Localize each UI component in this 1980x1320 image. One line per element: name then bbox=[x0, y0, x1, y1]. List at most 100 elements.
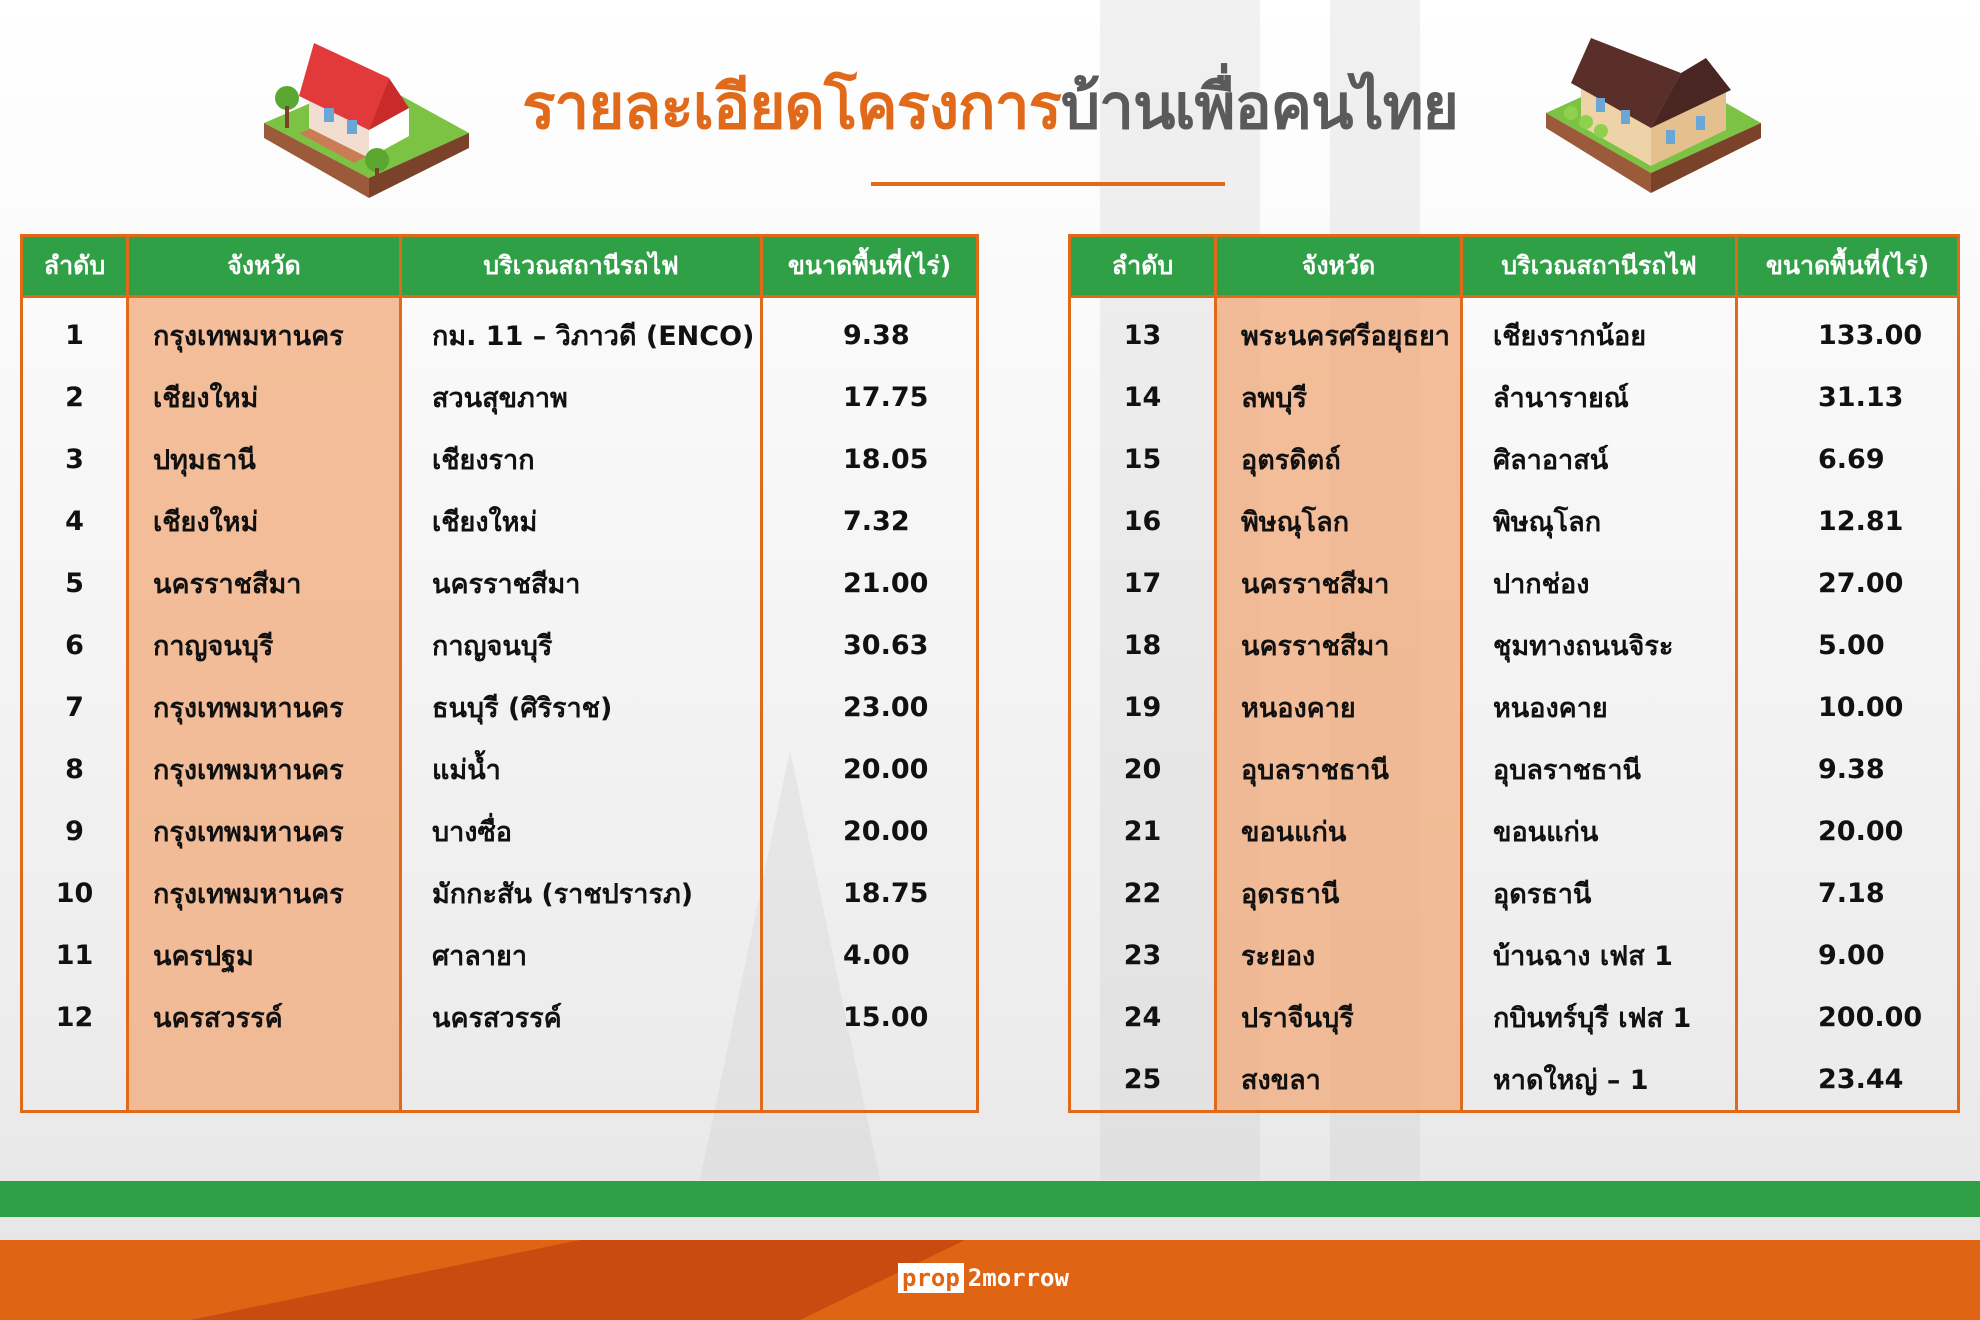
table-row: 15 อุตรดิตถ์ ศิลาอาสน์ 6.69 bbox=[1070, 428, 1959, 490]
area-cell: 9.38 bbox=[1735, 738, 1959, 800]
station-cell: มักกะสัน (ราชปรารภ) bbox=[399, 862, 762, 924]
left-project-table: ลำดับ จังหวัด บริเวณสถานีรถไฟ ขนาดพื้นที… bbox=[20, 234, 979, 1113]
station-cell: อุบลราชธานี bbox=[1460, 738, 1737, 800]
table-row: 9 กรุงเทพมหานคร บางซื่อ 20.00 bbox=[22, 800, 978, 862]
page-title: รายละเอียดโครงการบ้านเพื่อคนไทย bbox=[0, 58, 1980, 156]
order-cell: 8 bbox=[65, 753, 84, 785]
table-row: 12 นครสวรรค์ นครสวรรค์ 15.00 bbox=[22, 986, 978, 1048]
order-cell: 25 bbox=[1123, 1063, 1162, 1095]
table-row: 14 ลพบุรี ลำนารายณ์ 31.13 bbox=[1070, 366, 1959, 428]
area-cell: 5.00 bbox=[1735, 614, 1959, 676]
province-cell: นครราชสีมา bbox=[1214, 552, 1462, 614]
order-cell: 2 bbox=[65, 381, 84, 413]
province-cell: ลพบุรี bbox=[1214, 366, 1462, 428]
station-cell: ชุมทางถนนจิระ bbox=[1460, 614, 1737, 676]
station-cell: ศิลาอาสน์ bbox=[1460, 428, 1737, 490]
order-cell: 13 bbox=[1123, 319, 1162, 351]
table-row: 20 อุบลราชธานี อุบลราชธานี 9.38 bbox=[1070, 738, 1959, 800]
empty-cell bbox=[126, 1048, 401, 1112]
station-cell: บ้านฉาง เฟส 1 bbox=[1460, 924, 1737, 986]
province-cell: ปราจีนบุรี bbox=[1214, 986, 1462, 1048]
province-cell: พระนครศรีอยุธยา bbox=[1214, 296, 1462, 366]
table-row: 10 กรุงเทพมหานคร มักกะสัน (ราชปรารภ) 18.75 bbox=[22, 862, 978, 924]
area-cell: 31.13 bbox=[1735, 366, 1959, 428]
station-cell: ขอนแก่น bbox=[1460, 800, 1737, 862]
province-cell: นครปฐม bbox=[126, 924, 401, 986]
order-cell: 7 bbox=[65, 691, 84, 723]
logo-rest-text: 2morrow bbox=[967, 1264, 1069, 1292]
header-order: ลำดับ bbox=[1069, 235, 1216, 298]
order-cell: 5 bbox=[65, 567, 84, 599]
order-cell: 10 bbox=[55, 877, 94, 909]
province-cell: อุดรธานี bbox=[1214, 862, 1462, 924]
table-row: 21 ขอนแก่น ขอนแก่น 20.00 bbox=[1070, 800, 1959, 862]
province-cell: กรุงเทพมหานคร bbox=[126, 296, 401, 366]
table-row: 11 นครปฐม ศาลายา 4.00 bbox=[22, 924, 978, 986]
province-cell: เชียงใหม่ bbox=[126, 490, 401, 552]
empty-cell bbox=[22, 1048, 128, 1112]
order-cell: 22 bbox=[1123, 877, 1162, 909]
order-cell: 15 bbox=[1123, 443, 1162, 475]
order-cell: 19 bbox=[1123, 691, 1162, 723]
title-part-orange: รายละเอียดโครงการ bbox=[522, 70, 1062, 143]
province-cell: นครราชสีมา bbox=[1214, 614, 1462, 676]
order-cell: 18 bbox=[1123, 629, 1162, 661]
header-area: ขนาดพื้นที่(ไร่) bbox=[760, 235, 978, 298]
order-cell: 6 bbox=[65, 629, 84, 661]
header-area: ขนาดพื้นที่(ไร่) bbox=[1735, 235, 1959, 298]
order-cell: 11 bbox=[55, 939, 94, 971]
area-cell: 21.00 bbox=[760, 552, 978, 614]
right-project-table: ลำดับ จังหวัด บริเวณสถานีรถไฟ ขนาดพื้นที… bbox=[1068, 234, 1960, 1113]
station-cell: สวนสุขภาพ bbox=[399, 366, 762, 428]
footer: prop 2morrow bbox=[0, 1240, 1980, 1320]
table-row: 24 ปราจีนบุรี กบินทร์บุรี เฟส 1 200.00 bbox=[1070, 986, 1959, 1048]
station-cell: ปากช่อง bbox=[1460, 552, 1737, 614]
red-roof-house-icon bbox=[264, 43, 469, 198]
order-cell: 17 bbox=[1123, 567, 1162, 599]
area-cell: 30.63 bbox=[760, 614, 978, 676]
empty-cell bbox=[760, 1048, 978, 1112]
station-cell: นครสวรรค์ bbox=[399, 986, 762, 1048]
station-cell: ศาลายา bbox=[399, 924, 762, 986]
station-cell: ลำนารายณ์ bbox=[1460, 366, 1737, 428]
header-province: จังหวัด bbox=[126, 235, 401, 298]
title-underline bbox=[871, 182, 1225, 186]
area-cell: 9.38 bbox=[760, 296, 978, 366]
area-cell: 27.00 bbox=[1735, 552, 1959, 614]
province-cell: อุตรดิตถ์ bbox=[1214, 428, 1462, 490]
table-row: 4 เชียงใหม่ เชียงใหม่ 7.32 bbox=[22, 490, 978, 552]
station-cell: หาดใหญ่ – 1 bbox=[1460, 1048, 1737, 1112]
province-cell: สงขลา bbox=[1214, 1048, 1462, 1112]
brown-roof-house-icon bbox=[1546, 38, 1761, 193]
area-cell: 12.81 bbox=[1735, 490, 1959, 552]
province-cell: นครราชสีมา bbox=[126, 552, 401, 614]
header-station: บริเวณสถานีรถไฟ bbox=[1460, 235, 1737, 298]
order-cell: 3 bbox=[65, 443, 84, 475]
table-row: 25 สงขลา หาดใหญ่ – 1 23.44 bbox=[1070, 1048, 1959, 1112]
green-band bbox=[0, 1181, 1980, 1217]
province-cell: นครสวรรค์ bbox=[126, 986, 401, 1048]
area-cell: 23.44 bbox=[1735, 1048, 1959, 1112]
table-header-row: ลำดับ จังหวัด บริเวณสถานีรถไฟ ขนาดพื้นที… bbox=[1069, 235, 1959, 298]
table-header-row: ลำดับ จังหวัด บริเวณสถานีรถไฟ ขนาดพื้นที… bbox=[21, 235, 978, 298]
order-cell: 20 bbox=[1123, 753, 1162, 785]
station-cell: กม. 11 – วิภาวดี (ENCO) bbox=[399, 296, 762, 366]
station-cell: เชียงรากน้อย bbox=[1460, 296, 1737, 366]
station-cell: กาญจนบุรี bbox=[399, 614, 762, 676]
area-cell: 10.00 bbox=[1735, 676, 1959, 738]
station-cell: กบินทร์บุรี เฟส 1 bbox=[1460, 986, 1737, 1048]
station-cell: พิษณุโลก bbox=[1460, 490, 1737, 552]
station-cell: บางซื่อ bbox=[399, 800, 762, 862]
province-cell: กรุงเทพมหานคร bbox=[126, 676, 401, 738]
order-cell: 9 bbox=[65, 815, 84, 847]
station-cell: เชียงราก bbox=[399, 428, 762, 490]
area-cell: 17.75 bbox=[760, 366, 978, 428]
area-cell: 6.69 bbox=[1735, 428, 1959, 490]
province-cell: อุบลราชธานี bbox=[1214, 738, 1462, 800]
table-row: 17 นครราชสีมา ปากช่อง 27.00 bbox=[1070, 552, 1959, 614]
station-cell: ธนบุรี (ศิริราช) bbox=[399, 676, 762, 738]
area-cell: 18.05 bbox=[760, 428, 978, 490]
area-cell: 4.00 bbox=[760, 924, 978, 986]
table-row: 5 นครราชสีมา นครราชสีมา 21.00 bbox=[22, 552, 978, 614]
province-cell: กรุงเทพมหานคร bbox=[126, 738, 401, 800]
